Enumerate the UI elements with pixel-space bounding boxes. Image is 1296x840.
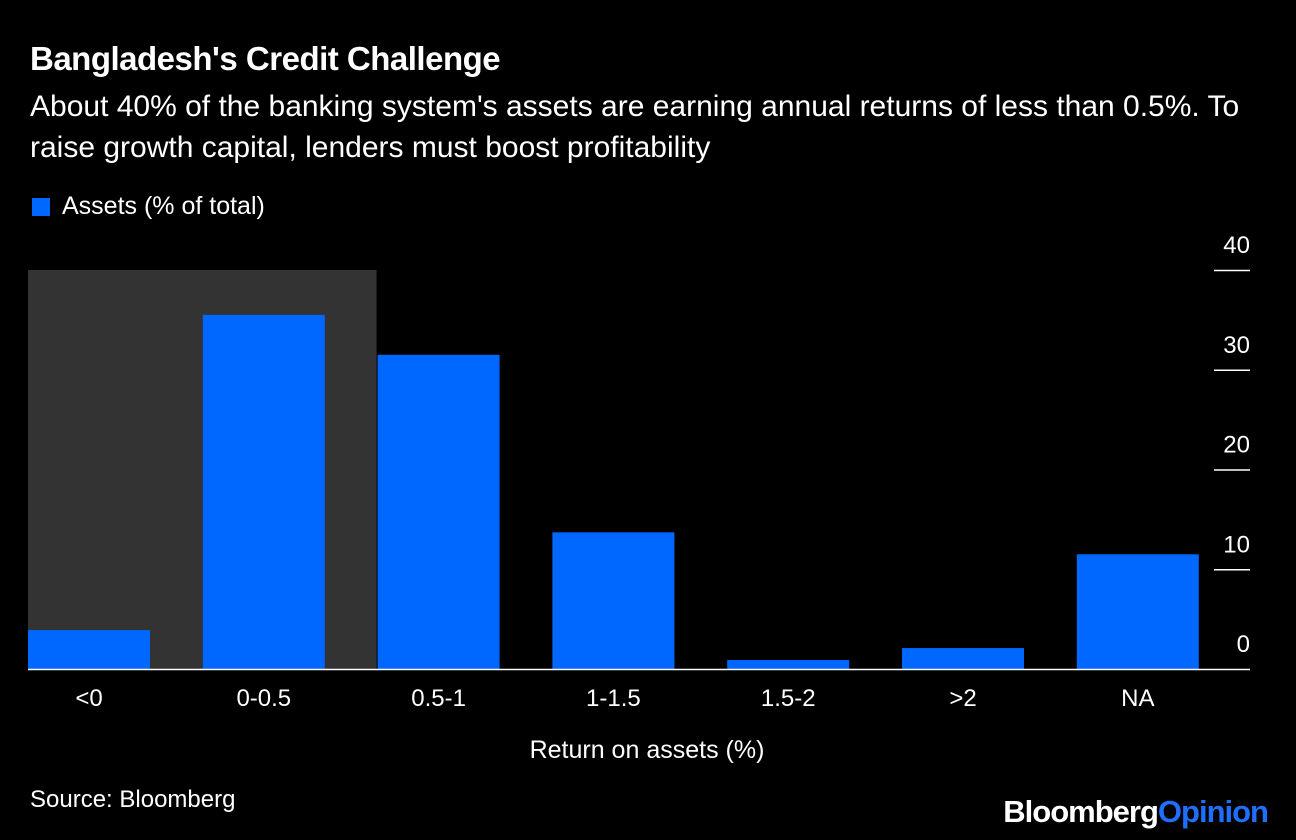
brand-accent: Opinion bbox=[1157, 794, 1269, 829]
y-tick-label: 40 bbox=[1223, 232, 1250, 259]
x-tick-label: 1.5-2 bbox=[761, 685, 816, 712]
legend: Assets (% of total) bbox=[32, 192, 265, 221]
chart-title: Bangladesh's Credit Challenge bbox=[30, 40, 501, 77]
bar-2 bbox=[377, 354, 500, 669]
x-tick-label: 0-0.5 bbox=[236, 685, 291, 712]
x-tick-label: 1-1.5 bbox=[586, 685, 641, 712]
bars-layer bbox=[28, 314, 1199, 669]
bar-3 bbox=[552, 532, 675, 669]
x-tick-label: NA bbox=[1121, 685, 1154, 712]
y-tick-label: 10 bbox=[1223, 531, 1250, 558]
bar-5 bbox=[902, 648, 1024, 669]
x-axis-title: Return on assets (%) bbox=[530, 736, 765, 764]
brand-main: Bloomberg bbox=[1003, 794, 1159, 829]
bar-1 bbox=[202, 314, 325, 669]
x-tick-label: 0.5-1 bbox=[411, 685, 466, 712]
legend-swatch bbox=[32, 197, 50, 216]
x-tick-label: <0 bbox=[75, 685, 102, 712]
legend-label: Assets (% of total) bbox=[62, 192, 265, 220]
bar-0 bbox=[28, 630, 150, 669]
bar-6 bbox=[1076, 554, 1199, 669]
source-note: Source: Bloomberg bbox=[30, 786, 236, 813]
bar-4 bbox=[727, 660, 850, 669]
y-tick-label: 20 bbox=[1223, 432, 1250, 459]
chart-subtitle: About 40% of the banking system's assets… bbox=[30, 90, 1240, 164]
x-tick-label: >2 bbox=[949, 685, 976, 712]
y-tick-label: 30 bbox=[1223, 332, 1250, 359]
axis-layer: <0 0-0.5 0.5-1 1-1.5 1.5-2 >2 NA 0 10 20 30 40 Retur… bbox=[28, 232, 1250, 764]
y-tick-label: 0 bbox=[1237, 631, 1250, 658]
brand-logo: BloombergOpinion bbox=[1003, 794, 1269, 830]
